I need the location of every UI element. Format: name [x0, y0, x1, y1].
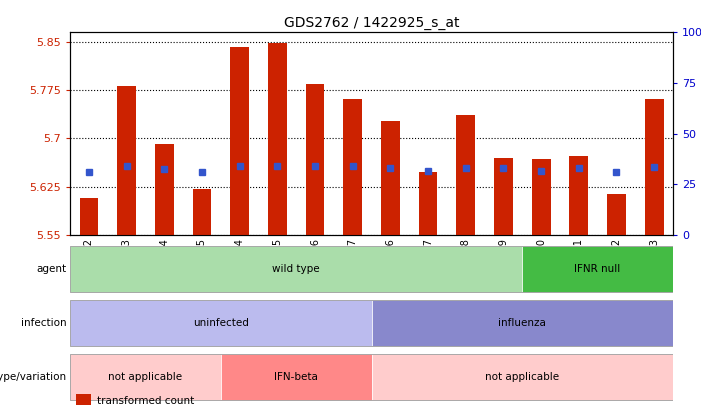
- Bar: [230, 47, 249, 235]
- FancyBboxPatch shape: [221, 354, 372, 400]
- Bar: [569, 156, 588, 235]
- Bar: [193, 189, 212, 235]
- FancyBboxPatch shape: [70, 354, 221, 400]
- Text: influenza: influenza: [498, 318, 546, 328]
- Bar: [117, 86, 136, 235]
- Bar: [494, 158, 513, 235]
- FancyBboxPatch shape: [70, 300, 372, 345]
- Bar: [268, 43, 287, 235]
- Bar: [306, 84, 325, 235]
- Text: infection: infection: [21, 318, 67, 328]
- Bar: [343, 98, 362, 235]
- Text: wild type: wild type: [273, 264, 320, 274]
- Bar: [607, 194, 626, 235]
- FancyBboxPatch shape: [372, 300, 673, 345]
- Bar: [418, 172, 437, 235]
- Bar: [456, 115, 475, 235]
- FancyBboxPatch shape: [70, 246, 522, 292]
- Text: not applicable: not applicable: [109, 372, 182, 382]
- Text: genotype/variation: genotype/variation: [0, 372, 67, 382]
- Bar: [79, 198, 98, 235]
- Bar: [645, 98, 664, 235]
- Text: IFNR null: IFNR null: [575, 264, 620, 274]
- Bar: [155, 144, 174, 235]
- Bar: [531, 159, 550, 235]
- Text: agent: agent: [36, 264, 67, 274]
- Text: uninfected: uninfected: [193, 318, 249, 328]
- Text: not applicable: not applicable: [485, 372, 559, 382]
- Text: IFN-beta: IFN-beta: [274, 372, 318, 382]
- Bar: [381, 121, 400, 235]
- FancyBboxPatch shape: [372, 354, 673, 400]
- Title: GDS2762 / 1422925_s_at: GDS2762 / 1422925_s_at: [284, 16, 459, 30]
- Text: transformed count: transformed count: [97, 396, 194, 405]
- Bar: [76, 394, 91, 405]
- FancyBboxPatch shape: [522, 246, 673, 292]
